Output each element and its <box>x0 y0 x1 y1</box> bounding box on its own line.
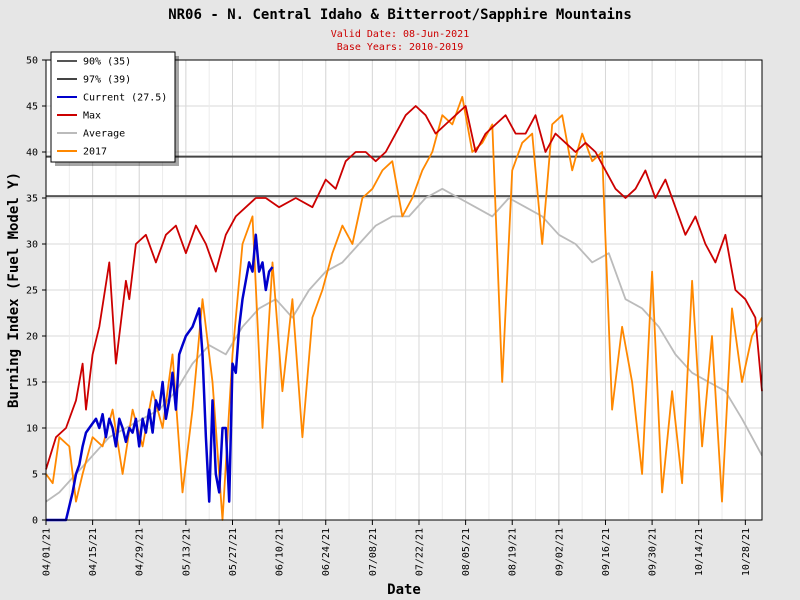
x-axis: 04/01/21 04/15/21 04/29/21 05/13/21 05/27/21… <box>42 520 752 576</box>
y-tick-label: 30 <box>26 240 38 251</box>
y-axis-label: Burning Index (Fuel Model Y) <box>6 172 22 408</box>
x-tick-label: 07/08/21 <box>368 528 379 576</box>
legend-entry: 2017 <box>83 147 107 158</box>
x-tick-label: 10/14/21 <box>694 528 705 576</box>
y-tick-label: 20 <box>26 332 38 343</box>
y-axis: 0 5 10 15 20 25 30 35 40 45 50 <box>26 56 46 527</box>
legend-entry: Current (27.5) <box>83 93 167 104</box>
series-line <box>45 187 763 503</box>
x-tick-label: 10/28/21 <box>741 528 752 576</box>
series-line <box>45 95 763 521</box>
legend-box <box>50 51 176 163</box>
y-tick-label: 35 <box>26 194 38 205</box>
x-tick-label: 06/10/21 <box>275 528 286 576</box>
legend-entry: 97% (39) <box>83 75 131 86</box>
series-line <box>45 105 763 470</box>
legend-entry: Average <box>83 129 125 140</box>
y-tick-label: 25 <box>26 286 38 297</box>
y-tick-label: 15 <box>26 378 38 389</box>
series-layer <box>45 95 763 522</box>
chart-subtitle-valid-date: Valid Date: 08-Jun-2021 <box>331 29 469 40</box>
x-tick-label: 04/15/21 <box>88 528 99 576</box>
y-tick-label: 50 <box>26 56 38 67</box>
x-tick-label: 04/29/21 <box>135 528 146 576</box>
x-axis-label: Date <box>387 582 421 598</box>
x-tick-label: 09/16/21 <box>601 528 612 576</box>
x-tick-label: 08/05/21 <box>461 528 472 576</box>
x-tick-label: 06/24/21 <box>321 528 332 576</box>
y-tick-label: 10 <box>26 424 38 435</box>
legend-entry: 90% (35) <box>83 57 131 68</box>
chart-subtitle-base-years: Base Years: 2010-2019 <box>337 42 463 53</box>
x-tick-label: 05/27/21 <box>228 528 239 576</box>
x-tick-label: 09/30/21 <box>648 528 659 576</box>
x-tick-label: 08/19/21 <box>508 528 519 576</box>
chart-title: NR06 - N. Central Idaho & Bitterroot/Sap… <box>168 7 632 23</box>
x-tick-label: 07/22/21 <box>414 528 425 576</box>
x-tick-label: 09/02/21 <box>554 528 565 576</box>
y-tick-label: 0 <box>32 516 38 527</box>
legend-entry: Max <box>83 111 101 122</box>
y-tick-label: 5 <box>32 470 38 481</box>
x-tick-label: 04/01/21 <box>42 528 53 576</box>
y-tick-label: 40 <box>26 148 38 159</box>
x-tick-label: 05/13/21 <box>181 528 192 576</box>
y-tick-label: 45 <box>26 102 38 113</box>
legend: 90% (35) 97% (39) Current (27.5) Max Average… <box>50 51 179 166</box>
series-line <box>46 233 274 522</box>
